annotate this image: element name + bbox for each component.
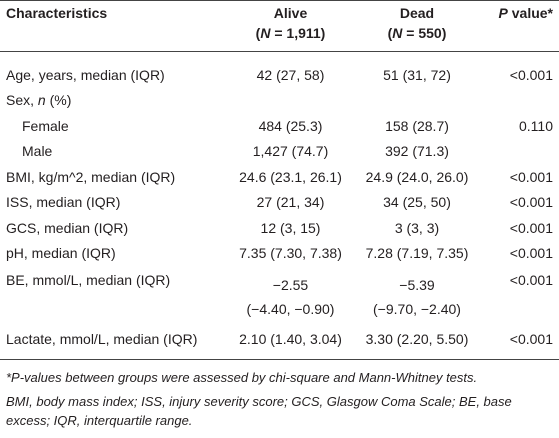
- characteristics-table: Characteristics Alive Dead P value* (N =…: [0, 0, 559, 360]
- header-cell: Dead: [353, 0, 481, 25]
- table-cell: 51 (31, 72): [383, 66, 451, 83]
- header-row: Characteristics Alive Dead P value*: [0, 0, 559, 25]
- table-cell: BE, mmol/L, median (IQR): [6, 272, 171, 288]
- header-italic: P: [498, 5, 508, 21]
- cell-text: Sex,: [6, 92, 38, 109]
- cell-line: −5.39: [399, 276, 435, 293]
- table-cell: 158 (28.7): [385, 117, 449, 134]
- table-cell: 42 (27, 58): [256, 66, 325, 83]
- table-cell: Lactate, mmol/L, median (IQR): [0, 327, 228, 360]
- table-cell: <0.001: [509, 168, 553, 185]
- table-cell: 24.6 (23.1, 26.1): [239, 168, 342, 185]
- footnotes: *P-values between groups were assessed b…: [0, 360, 559, 430]
- table-cell: <0.001: [509, 245, 553, 262]
- table-cell: 0.110: [519, 117, 553, 134]
- table-row: Male 1,427 (74.7) 392 (71.3): [0, 139, 559, 165]
- header-italic: N: [392, 25, 403, 41]
- table-cell: 27 (21, 34): [256, 194, 325, 211]
- table-row: BMI, kg/m^2, median (IQR) 24.6 (23.1, 26.…: [0, 164, 559, 190]
- cell-line: (−4.40, −0.90): [246, 300, 335, 317]
- table-cell: Female: [22, 117, 69, 134]
- table-cell: [481, 88, 559, 114]
- table-cell: −5.39 (−9.70, −2.40): [353, 266, 481, 327]
- table-cell: GCS, median (IQR): [6, 219, 129, 236]
- header-cell: (N = 550): [353, 25, 481, 52]
- table-row: GCS, median (IQR) 12 (3, 15) 3 (3, 3) <0.00…: [0, 215, 559, 241]
- cell-line: (−9.70, −2.40): [373, 300, 461, 317]
- table-cell: <0.001: [509, 219, 553, 236]
- header-text: (: [255, 25, 261, 41]
- footnote: *P-values between groups were assessed b…: [6, 369, 478, 385]
- table-cell: 1,427 (74.7): [252, 143, 329, 160]
- header-cell: Alive: [228, 0, 353, 25]
- table-cell: [228, 88, 353, 114]
- table-row: Lactate, mmol/L, median (IQR) 2.10 (1.40,…: [0, 327, 559, 360]
- table-cell: Sex, n (%): [0, 88, 228, 114]
- header-text: = 1,911): [270, 25, 326, 41]
- table-cell: 34 (25, 50): [383, 194, 451, 211]
- table-cell: [353, 88, 481, 114]
- table-row: BE, mmol/L, median (IQR) −2.55 (−4.40, −0.…: [0, 266, 559, 327]
- table-cell: 24.9 (24.0, 26.0): [365, 168, 469, 185]
- cell-italic: n: [37, 92, 46, 109]
- cell-text: (%): [45, 92, 72, 109]
- header-row: (N = 1,911) (N = 550): [0, 25, 559, 52]
- header-cell: (N = 1,911): [228, 25, 353, 52]
- table-cell: <0.001: [481, 327, 559, 360]
- table-cell: Age, years, median (IQR): [6, 66, 165, 83]
- header-text: (: [387, 25, 393, 41]
- table-cell: 7.28 (7.19, 7.35): [365, 245, 469, 262]
- table-cell: [481, 139, 559, 165]
- table-row: Female 484 (25.3) 158 (28.7) 0.110: [0, 113, 559, 139]
- table-cell: BMI, kg/m^2, median (IQR): [6, 168, 176, 185]
- table-body: Age, years, median (IQR) 42 (27, 58) 51 (3…: [0, 52, 559, 360]
- table-row: pH, median (IQR) 7.35 (7.30, 7.38) 7.28 (7…: [0, 241, 559, 267]
- header-text: value*: [507, 5, 553, 21]
- table-cell: pH, median (IQR): [6, 245, 116, 262]
- header-cell: P value*: [481, 0, 559, 25]
- table-cell: Male: [22, 143, 53, 160]
- header-cell: Characteristics: [0, 0, 228, 25]
- table-cell: 3.30 (2.20, 5.50): [353, 327, 481, 360]
- table-row: Age, years, median (IQR) 42 (27, 58) 51 (3…: [0, 52, 559, 88]
- table-cell: −2.55 (−4.40, −0.90): [228, 266, 353, 327]
- header-text: = 550): [402, 25, 447, 41]
- table-cell: 484 (25.3): [258, 117, 323, 134]
- table-cell: 12 (3, 15): [260, 219, 321, 236]
- table-cell: <0.001: [509, 66, 553, 83]
- header-italic: N: [260, 25, 271, 41]
- table-cell: <0.001: [509, 272, 553, 288]
- table-cell: 7.35 (7.30, 7.38): [239, 245, 342, 262]
- table-cell: <0.001: [509, 194, 553, 211]
- table-cell: 3 (3, 3): [394, 219, 440, 236]
- footnote: BMI, body mass index; ISS, injury severi…: [6, 393, 512, 428]
- table-cell: 2.10 (1.40, 3.04): [228, 327, 353, 360]
- table-cell: ISS, median (IQR): [6, 194, 121, 211]
- cell-line: −2.55: [272, 276, 309, 293]
- table-cell: 392 (71.3): [385, 143, 449, 160]
- table-row: Sex, n (%): [0, 88, 559, 114]
- table-row: ISS, median (IQR) 27 (21, 34) 34 (25, 50) <…: [0, 190, 559, 216]
